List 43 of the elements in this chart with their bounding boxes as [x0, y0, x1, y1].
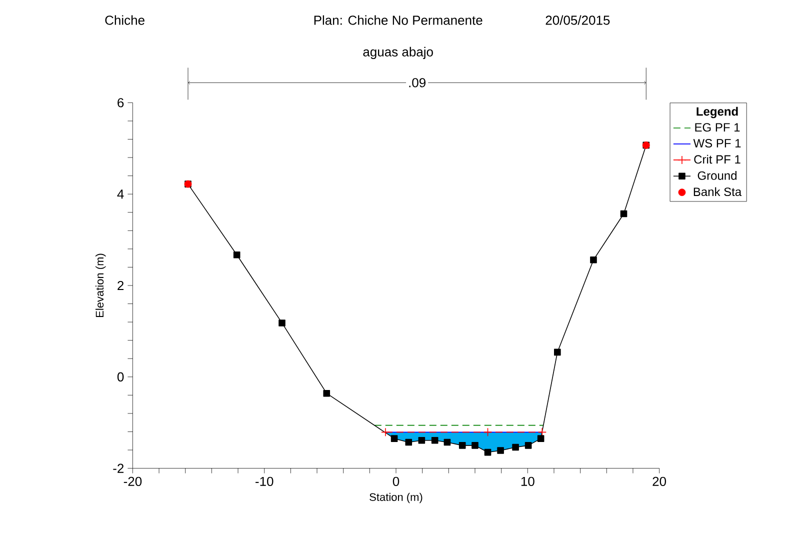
point	[590, 256, 597, 264]
y-tick-label: 0	[117, 372, 124, 382]
point	[472, 442, 478, 449]
x-tick-label: 0	[392, 476, 400, 486]
point	[620, 210, 628, 218]
x-axis-title: Station (m)	[370, 492, 422, 504]
point	[233, 251, 240, 258]
chart-title: Plan: Chiche No Permanente	[314, 15, 482, 25]
point	[418, 437, 426, 444]
y-tick-label: 6	[118, 98, 124, 108]
legend-label: Bank Sta	[694, 187, 742, 196]
x-tick-label: -10	[256, 476, 274, 486]
text: 20/05/2015	[546, 15, 610, 25]
text: .09	[409, 78, 426, 88]
point	[390, 435, 398, 442]
x-tick-label: -20	[124, 476, 142, 486]
legend-label: EG PF 1	[695, 123, 740, 132]
y-tick-label: 2	[118, 280, 124, 290]
point	[431, 437, 438, 444]
text: Chiche	[105, 15, 144, 25]
y-tick-label: -2	[113, 464, 124, 473]
legend-title: Legend	[696, 106, 738, 118]
point	[323, 390, 330, 397]
point	[537, 435, 544, 442]
point	[381, 428, 390, 437]
y-tick-label: 4	[117, 190, 124, 199]
y-axis-title: Elevation (m)	[96, 254, 106, 317]
legend-label: Ground	[698, 171, 736, 180]
legend-label: Crit PF 1	[694, 154, 740, 164]
legend-label: WS PF 1	[693, 138, 741, 148]
point	[554, 348, 561, 356]
point	[497, 447, 504, 454]
chart-subtitle: aguas abajo	[363, 46, 433, 60]
x-tick-label: 10	[521, 476, 534, 486]
point	[483, 428, 492, 437]
point	[444, 438, 451, 446]
point	[278, 320, 286, 326]
point	[512, 444, 519, 451]
point	[405, 438, 412, 446]
x-tick-label: 20	[652, 476, 666, 486]
point	[524, 442, 532, 449]
point	[458, 442, 466, 449]
point	[484, 448, 492, 456]
